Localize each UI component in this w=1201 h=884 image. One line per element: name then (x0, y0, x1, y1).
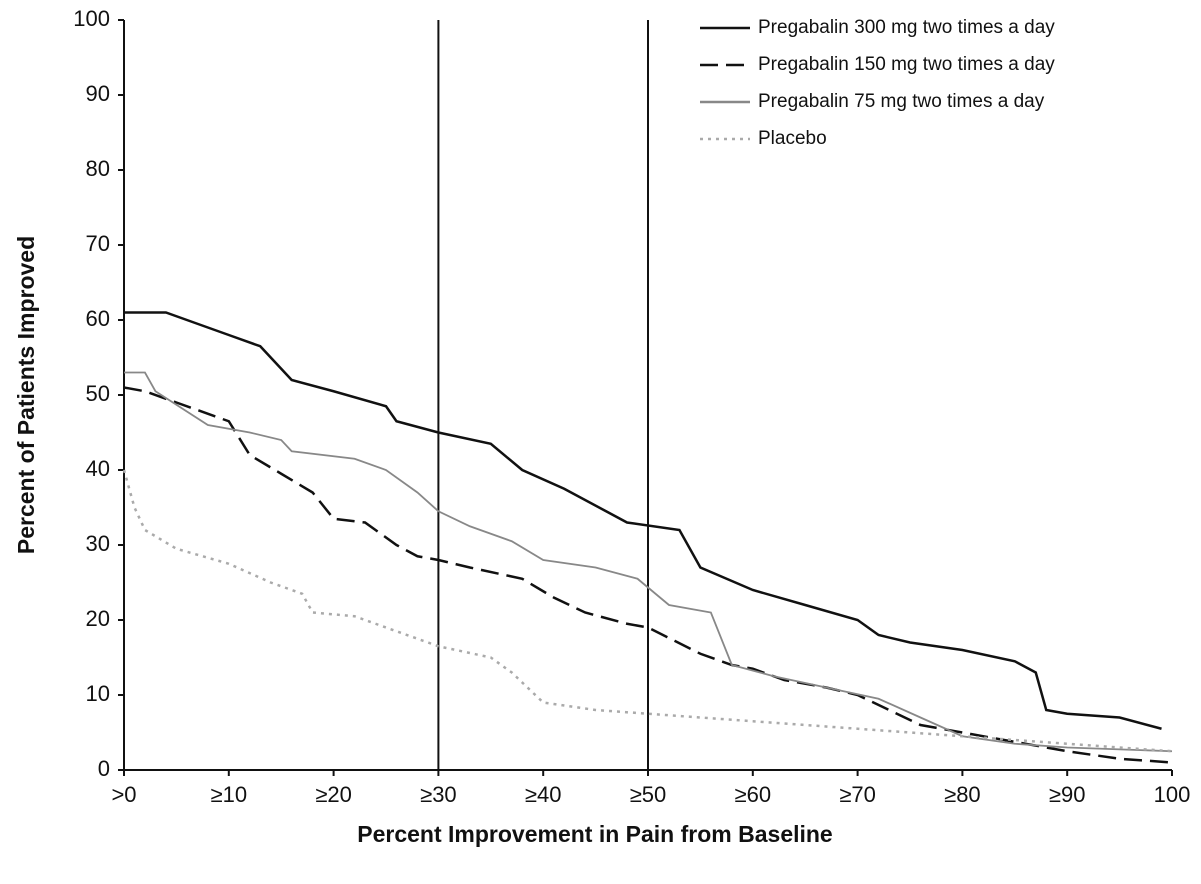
y-tick-label: 30 (86, 531, 110, 556)
x-tick-label: ≥90 (1049, 782, 1086, 807)
x-tick-label: ≥20 (315, 782, 352, 807)
x-tick-label: ≥40 (525, 782, 562, 807)
y-tick-label: 100 (73, 6, 110, 31)
series-line (122, 469, 1173, 753)
series-line (124, 311, 1162, 730)
y-tick-label: 20 (86, 606, 110, 631)
x-tick-label: >0 (111, 782, 136, 807)
y-axis-label: Percent of Patients Improved (13, 236, 39, 554)
y-tick-label: 60 (86, 306, 110, 331)
series-line (124, 371, 1173, 753)
x-tick-label: ≥50 (630, 782, 667, 807)
x-tick-label: ≥30 (420, 782, 457, 807)
y-tick-label: 90 (86, 81, 110, 106)
x-tick-label: ≥70 (839, 782, 876, 807)
legend-label: Pregabalin 75 mg two times a day (758, 91, 1045, 112)
x-tick-label: ≥60 (735, 782, 772, 807)
x-tick-label: ≥10 (211, 782, 248, 807)
y-tick-label: 40 (86, 456, 110, 481)
legend-label: Placebo (758, 128, 827, 149)
series-line (123, 386, 1173, 764)
x-tick-label: 100 (1154, 782, 1191, 807)
y-tick-label: 0 (98, 756, 110, 781)
x-axis-label: Percent Improvement in Pain from Baselin… (357, 821, 832, 847)
legend-label: Pregabalin 150 mg two times a day (758, 54, 1055, 75)
y-tick-label: 70 (86, 231, 110, 256)
x-tick-label: ≥80 (944, 782, 981, 807)
y-tick-label: 10 (86, 681, 110, 706)
y-tick-label: 50 (86, 381, 110, 406)
legend-label: Pregabalin 300 mg two times a day (758, 17, 1055, 38)
y-tick-label: 80 (86, 156, 110, 181)
